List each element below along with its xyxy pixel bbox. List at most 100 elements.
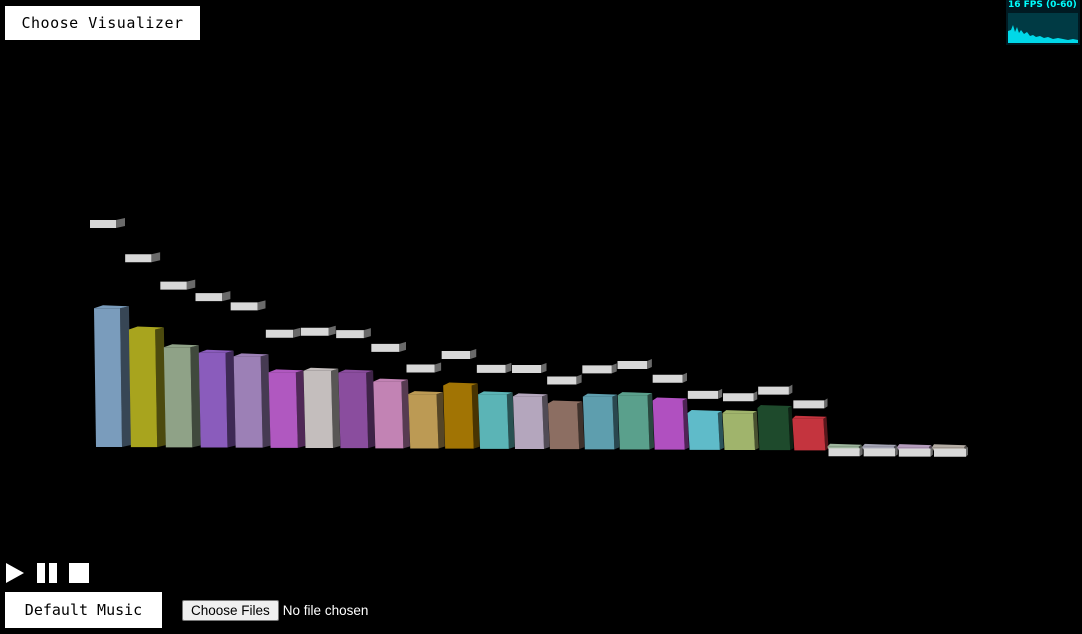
bar-11-top	[443, 382, 478, 386]
bar-3-side	[190, 345, 201, 448]
bar-15	[582, 396, 615, 450]
bar-16-side	[647, 393, 655, 450]
peak-cap-15	[582, 365, 612, 374]
bar-18-top	[687, 409, 722, 413]
peak-cap-side-23	[895, 446, 898, 457]
bar-4	[198, 352, 228, 448]
peak-cap-side-21	[824, 398, 828, 409]
play-button[interactable]	[4, 562, 26, 584]
bar-5	[233, 356, 263, 448]
peak-cap-side-10	[434, 362, 442, 373]
peak-cap-side-19	[753, 391, 758, 402]
bar-17-side	[682, 398, 689, 450]
bar-9-side	[401, 379, 410, 449]
peak-cap-side-1	[116, 218, 125, 228]
bar-5-top	[233, 353, 269, 357]
bar-14	[547, 403, 580, 450]
peak-cap-16	[617, 360, 648, 369]
peak-cap-side-9	[399, 341, 406, 352]
bar-4-top	[198, 349, 234, 353]
stop-icon	[69, 563, 89, 583]
file-input: Choose Files No file chosen	[182, 600, 368, 621]
peak-cap-10	[406, 364, 435, 373]
bar-1-top	[94, 305, 129, 309]
peak-cap-6	[265, 329, 294, 338]
peak-cap-12	[476, 364, 506, 373]
bar-14-top	[547, 400, 583, 404]
peak-cap-side-18	[718, 388, 723, 399]
bar-1	[94, 308, 122, 447]
bar-3-top	[163, 344, 199, 348]
bar-11-side	[471, 383, 480, 449]
peak-cap-side-13	[541, 363, 547, 374]
bar-19	[722, 413, 755, 450]
transport-controls	[4, 561, 90, 585]
fps-graph	[1008, 13, 1078, 43]
peak-cap-13	[512, 365, 541, 374]
peak-cap-25	[934, 448, 966, 457]
peak-cap-19	[723, 393, 754, 402]
peak-cap-7	[301, 327, 329, 336]
pause-icon	[37, 563, 57, 583]
peak-cap-14	[547, 376, 577, 385]
pause-button[interactable]	[36, 562, 58, 584]
peak-cap-9	[371, 343, 400, 352]
bar-20-top	[757, 405, 792, 409]
fps-label: 16 FPS (0-60)	[1008, 0, 1077, 10]
peak-cap-18	[687, 390, 719, 399]
peak-cap-side-14	[576, 374, 582, 385]
peak-cap-side-6	[293, 327, 301, 338]
bar-2	[128, 329, 158, 448]
peak-cap-17	[652, 374, 683, 383]
bar-18	[687, 412, 720, 450]
peak-cap-8	[336, 330, 364, 339]
bar-8	[338, 372, 369, 449]
peak-cap-side-4	[222, 291, 231, 302]
bar-21-side	[823, 416, 829, 451]
peak-cap-side-20	[788, 384, 793, 395]
peak-cap-2	[125, 254, 152, 263]
bar-18-side	[717, 410, 724, 450]
peak-cap-1	[90, 220, 116, 228]
bar-16	[617, 395, 650, 450]
peak-cap-side-17	[682, 372, 687, 383]
bar-21	[792, 418, 826, 451]
peak-cap-3	[160, 281, 187, 290]
choose-files-button[interactable]: Choose Files	[182, 600, 279, 621]
bar-5-side	[260, 354, 271, 448]
bar-10-top	[408, 391, 443, 395]
peak-cap-22	[828, 448, 860, 457]
bar-13-side	[542, 394, 550, 449]
peak-cap-24	[898, 448, 931, 457]
peak-cap-side-7	[328, 325, 336, 336]
stop-button[interactable]	[68, 562, 90, 584]
bar-7	[303, 370, 333, 448]
bar-17	[652, 400, 685, 450]
peak-cap-21	[793, 400, 825, 409]
bar-7-side	[331, 368, 341, 448]
peak-cap-side-24	[930, 446, 933, 457]
bar-10	[408, 394, 439, 449]
peak-cap-side-2	[151, 252, 161, 263]
bar-24-top	[897, 444, 932, 448]
bar-9-top	[373, 378, 408, 382]
bar-8-top	[338, 369, 374, 373]
bar-11	[443, 385, 474, 449]
peak-cap-20	[758, 386, 789, 395]
bar-12-side	[506, 392, 515, 449]
default-music-button[interactable]: Default Music	[5, 592, 162, 628]
peak-cap-side-22	[859, 446, 863, 457]
bar-12-top	[478, 391, 513, 395]
bar-22-top	[827, 443, 862, 447]
bar-13-top	[513, 393, 548, 397]
bar-20	[757, 408, 791, 451]
peak-cap-side-3	[186, 279, 196, 290]
peak-cap-5	[230, 302, 258, 311]
bar-10-side	[436, 392, 445, 449]
peak-cap-side-8	[363, 328, 371, 339]
choose-visualizer-button[interactable]: Choose Visualizer	[5, 6, 200, 40]
file-status: No file chosen	[282, 603, 369, 618]
bar-6-side	[295, 370, 306, 448]
bar-3	[163, 347, 193, 448]
fps-meter: 16 FPS (0-60)	[1006, 0, 1080, 45]
